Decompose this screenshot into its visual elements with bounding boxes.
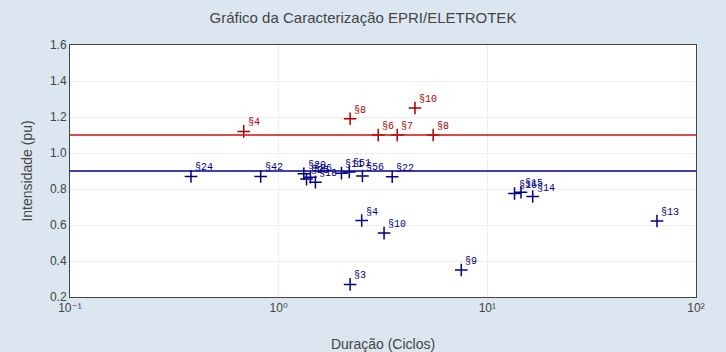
svg-text:0.8: 0.8 (50, 182, 67, 196)
svg-text:§11: §11 (345, 159, 363, 170)
svg-text:§16: §16 (519, 180, 537, 191)
svg-text:0.4: 0.4 (50, 254, 67, 268)
svg-text:§26: §26 (314, 163, 332, 174)
svg-text:§42: §42 (265, 162, 283, 173)
svg-text:§10: §10 (419, 94, 437, 105)
svg-text:10⁻¹: 10⁻¹ (58, 301, 82, 315)
svg-text:§15: §15 (525, 178, 543, 189)
svg-text:§20: §20 (308, 160, 326, 171)
svg-text:§25: §25 (311, 165, 329, 176)
svg-text:§10: §10 (388, 219, 406, 230)
svg-text:10¹: 10¹ (479, 301, 496, 315)
svg-text:§3: §3 (354, 270, 366, 281)
svg-text:§18: §18 (319, 168, 337, 179)
svg-text:§24: §24 (195, 162, 213, 173)
svg-text:10⁰: 10⁰ (270, 301, 288, 315)
svg-text:§56: §56 (366, 162, 384, 173)
svg-text:§7: §7 (401, 121, 413, 132)
svg-text:0.6: 0.6 (50, 218, 67, 232)
svg-text:1.6: 1.6 (50, 38, 67, 52)
svg-text:§8: §8 (354, 105, 366, 116)
svg-text:1.4: 1.4 (50, 74, 67, 88)
svg-text:1.0: 1.0 (50, 146, 67, 160)
svg-text:1.2: 1.2 (50, 110, 67, 124)
svg-text:Duração (Ciclos): Duração (Ciclos) (331, 336, 435, 352)
svg-text:§6: §6 (382, 121, 394, 132)
svg-text:10²: 10² (687, 301, 704, 315)
svg-text:0.2: 0.2 (50, 290, 67, 304)
svg-text:§9: §9 (465, 256, 477, 267)
svg-text:§4: §4 (366, 207, 378, 218)
svg-text:Gráfico da Caracterização EPRI: Gráfico da Caracterização EPRI/ELETROTEK (210, 9, 517, 26)
svg-text:§22: §22 (396, 163, 414, 174)
svg-text:§14: §14 (537, 183, 555, 194)
svg-text:§13: §13 (661, 207, 679, 218)
svg-text:§51: §51 (353, 158, 371, 169)
svg-text:§8: §8 (437, 121, 449, 132)
svg-text:§4: §4 (248, 117, 260, 128)
svg-text:Intensidade (pu): Intensidade (pu) (19, 120, 35, 221)
